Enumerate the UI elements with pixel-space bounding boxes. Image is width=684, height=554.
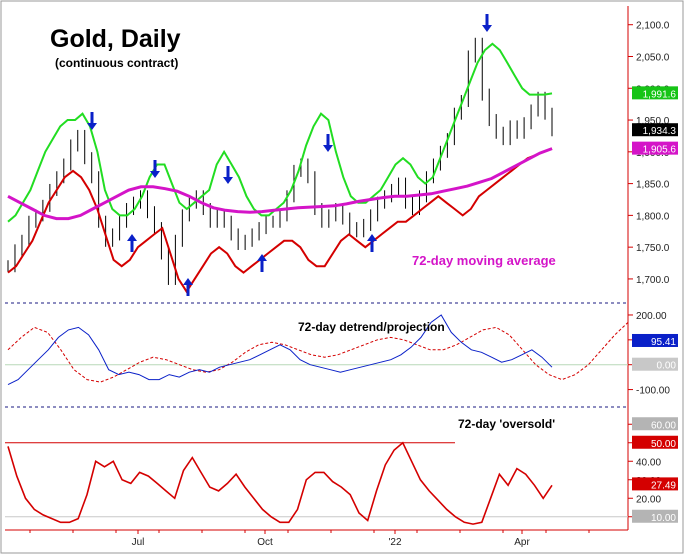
price-last-value-badge: 1,905.6 bbox=[643, 145, 677, 156]
oscillator-panel: 60.0050.0040.0030.0020.0010.0060.0050.00… bbox=[5, 417, 678, 525]
lower-band-line bbox=[7, 147, 553, 294]
price-ytick-label: 2,050.0 bbox=[636, 52, 670, 63]
detrend-zero-badge-bg bbox=[632, 357, 678, 371]
osc-value-badge: 60.00 bbox=[651, 420, 676, 431]
price-ytick-label: 1,800.0 bbox=[636, 211, 670, 222]
oversold-annotation: 72-day 'oversold' bbox=[458, 417, 555, 431]
cycle-high-arrowhead bbox=[150, 171, 160, 178]
cycle-low-arrowhead bbox=[367, 234, 377, 241]
cycle-high-arrowhead bbox=[323, 145, 333, 152]
axis-labels: Jul Oct '22 Apr bbox=[29, 530, 590, 548]
xtick-label: Apr bbox=[514, 537, 530, 548]
osc-ytick-label: 40.00 bbox=[636, 457, 661, 468]
price-ytick-label: 1,700.0 bbox=[636, 275, 670, 286]
osc-value-badge: 10.00 bbox=[651, 513, 676, 524]
cycle-high-arrowhead bbox=[223, 177, 233, 184]
cycle-high-arrowhead bbox=[87, 123, 97, 130]
price-last-value-badge-bg bbox=[632, 123, 678, 137]
osc-value-badge: 27.49 bbox=[651, 480, 676, 491]
detrend-last-value-badge-bg bbox=[632, 333, 678, 347]
xtick-label: Oct bbox=[257, 537, 273, 548]
price-ytick-label: 1,750.0 bbox=[636, 243, 670, 254]
cycle-low-arrowhead bbox=[183, 278, 193, 285]
xtick-label: Jul bbox=[132, 537, 145, 548]
price-ytick-label: 1,850.0 bbox=[636, 180, 670, 191]
price-ytick-label: 1,950.0 bbox=[636, 116, 670, 127]
price-last-value-badge-bg bbox=[632, 141, 678, 155]
price-last-value-badge-bg bbox=[632, 86, 678, 100]
osc-value-badge: 50.00 bbox=[651, 439, 676, 450]
detrend-ytick-label: -100.00 bbox=[636, 386, 670, 397]
osc-value-badge-bg bbox=[632, 417, 678, 431]
upper-band-line bbox=[7, 42, 553, 223]
osc-value-badge-bg bbox=[632, 435, 678, 449]
projection-line bbox=[7, 322, 629, 383]
cycle-low-arrowhead bbox=[127, 234, 137, 241]
cycle-low-arrowhead bbox=[257, 254, 267, 261]
ma-line bbox=[7, 147, 553, 221]
osc-ytick-label: 20.00 bbox=[636, 494, 661, 505]
ma-annotation: 72-day moving average bbox=[412, 253, 556, 268]
detrend-line bbox=[7, 314, 553, 386]
chart-subtitle: (continuous contract) bbox=[55, 56, 178, 70]
chart-title: Gold, Daily bbox=[50, 25, 181, 53]
osc-value-badge-bg bbox=[632, 509, 678, 523]
detrend-ytick-label: 200.00 bbox=[636, 311, 667, 322]
xtick-label: '22 bbox=[388, 537, 401, 548]
cycle-high-arrowhead bbox=[482, 25, 492, 32]
detrend-last-value-badge: 95.41 bbox=[651, 337, 676, 348]
price-ytick-label: 2,100.0 bbox=[636, 21, 670, 32]
oversold-line bbox=[7, 441, 553, 525]
osc-value-badge-bg bbox=[632, 477, 678, 491]
detrend-zero-badge: 0.00 bbox=[657, 361, 677, 372]
price-panel: 1,700.01,750.01,800.01,850.01,900.01,950… bbox=[7, 14, 678, 296]
detrend-annotation: 72-day detrend/projection bbox=[298, 320, 445, 334]
price-last-value-badge: 1,934.3 bbox=[643, 126, 677, 137]
price-last-value-badge: 1,991.6 bbox=[643, 89, 677, 100]
